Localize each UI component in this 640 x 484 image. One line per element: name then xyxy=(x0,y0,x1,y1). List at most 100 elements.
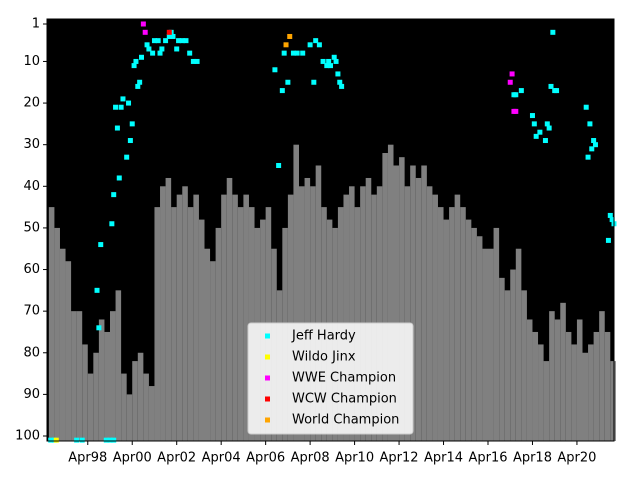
point xyxy=(194,58,200,64)
point xyxy=(103,437,109,443)
point xyxy=(137,79,143,85)
point xyxy=(140,21,146,27)
point xyxy=(283,42,289,48)
bar xyxy=(104,331,110,441)
point xyxy=(126,100,132,106)
bar xyxy=(576,319,583,441)
point xyxy=(127,138,133,144)
bar xyxy=(443,219,450,441)
point xyxy=(107,437,113,443)
legend-marker xyxy=(265,333,270,339)
x-tick-label: Apr04 xyxy=(202,451,241,466)
bar xyxy=(554,319,561,441)
legend-label: World Champion xyxy=(292,413,399,428)
bar xyxy=(232,194,238,441)
y-tick-label: 80 xyxy=(23,345,40,360)
bar xyxy=(287,194,294,441)
bar xyxy=(315,165,322,441)
bar xyxy=(148,386,155,441)
bar xyxy=(237,207,244,441)
point xyxy=(114,125,120,131)
bar xyxy=(538,344,544,441)
x-tick-label: Apr02 xyxy=(157,451,196,466)
point xyxy=(129,121,135,127)
plot-frame xyxy=(46,18,615,442)
bar xyxy=(210,261,216,441)
point xyxy=(326,58,332,64)
point xyxy=(287,33,293,39)
point xyxy=(591,138,597,144)
y-tick-label: 10 xyxy=(23,54,40,69)
y-tick-label: 60 xyxy=(23,262,40,277)
bar xyxy=(415,177,422,441)
point xyxy=(120,96,126,102)
y-tick-label: 1 xyxy=(32,16,40,31)
bar xyxy=(387,144,394,441)
point xyxy=(300,50,306,56)
point xyxy=(155,38,161,44)
point xyxy=(150,50,156,56)
point xyxy=(159,46,165,52)
bar xyxy=(482,248,488,441)
bar xyxy=(76,311,83,441)
point xyxy=(96,325,102,331)
bar xyxy=(421,165,427,441)
bar xyxy=(110,311,116,441)
point xyxy=(272,67,278,73)
legend-label: Jeff Hardy xyxy=(291,329,356,344)
legend-marker xyxy=(265,417,270,423)
point xyxy=(316,42,322,48)
bar xyxy=(154,207,161,441)
point xyxy=(513,108,519,114)
bar xyxy=(382,153,388,442)
point xyxy=(554,88,560,94)
y-tick-label: 30 xyxy=(23,137,40,152)
legend-label: WCW Champion xyxy=(292,392,397,407)
point xyxy=(585,154,591,160)
point xyxy=(116,175,122,181)
point xyxy=(307,42,313,48)
point xyxy=(276,162,282,168)
bar xyxy=(365,177,372,441)
point xyxy=(518,88,524,94)
point xyxy=(548,83,554,89)
bar xyxy=(399,157,405,442)
bar xyxy=(588,344,594,441)
point xyxy=(605,237,611,243)
bar xyxy=(449,207,455,441)
bar xyxy=(87,373,94,441)
bar xyxy=(526,319,533,441)
bar xyxy=(410,165,416,441)
x-tick-label: Apr98 xyxy=(68,451,107,466)
point xyxy=(279,88,285,94)
bar xyxy=(360,186,366,441)
bar xyxy=(54,227,60,441)
point xyxy=(607,212,613,218)
bar xyxy=(243,194,249,441)
y-tick-label: 70 xyxy=(23,304,40,319)
bar xyxy=(137,352,144,441)
bar xyxy=(371,194,377,441)
bar xyxy=(560,302,566,441)
bar xyxy=(437,207,444,441)
point xyxy=(139,54,144,60)
bar xyxy=(171,207,177,441)
legend-marker xyxy=(265,375,270,381)
point xyxy=(94,287,100,293)
legend-label: WWE Champion xyxy=(292,371,396,386)
bar xyxy=(532,331,539,441)
bar xyxy=(610,361,616,441)
point xyxy=(151,38,157,44)
bar xyxy=(582,352,589,441)
point xyxy=(79,437,85,443)
point xyxy=(166,29,172,35)
point xyxy=(48,437,54,443)
x-tick-label: Apr16 xyxy=(468,451,507,466)
point xyxy=(144,42,150,48)
point xyxy=(583,104,589,110)
point xyxy=(98,242,104,248)
bar xyxy=(549,311,555,441)
point xyxy=(531,121,537,127)
point xyxy=(339,83,345,89)
legend-label: Wildo Jinx xyxy=(292,350,356,365)
